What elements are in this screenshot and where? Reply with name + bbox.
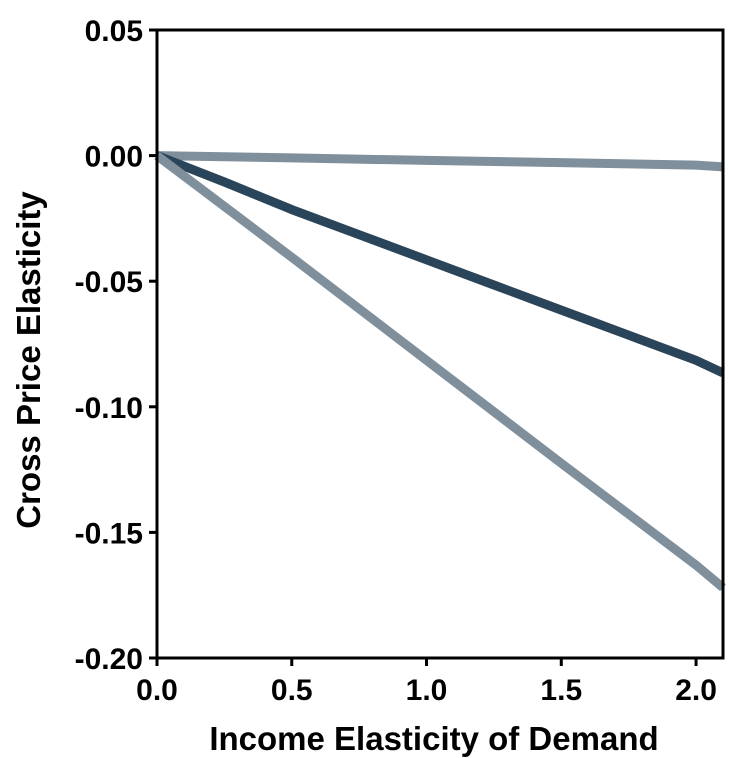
y-tick-label: -0.05 xyxy=(75,266,143,299)
y-tick-label: 0.00 xyxy=(85,141,143,174)
series-line-3 xyxy=(154,152,726,592)
series-layer xyxy=(154,151,726,592)
y-tick-label: -0.10 xyxy=(75,392,143,425)
y-axis: 0.05 0.00 -0.05 -0.10 -0.15 -0.20 xyxy=(75,15,157,676)
x-tick-label: 2.0 xyxy=(675,674,717,707)
x-tick-label: 1.0 xyxy=(406,674,448,707)
y-tick-label: -0.20 xyxy=(75,643,143,676)
plot-frame xyxy=(155,28,725,660)
x-tick-label: 0.5 xyxy=(271,674,313,707)
x-tick-label: 1.5 xyxy=(540,674,582,707)
y-axis-title: Cross Price Elasticity xyxy=(10,191,47,529)
y-tick-label: -0.15 xyxy=(75,517,143,550)
x-tick-label: 0.0 xyxy=(136,674,178,707)
x-axis-title: Income Elasticity of Demand xyxy=(209,720,658,757)
y-tick-label: 0.05 xyxy=(85,15,143,48)
series-line-1 xyxy=(156,151,724,172)
series-line-2 xyxy=(155,151,725,377)
x-axis: 0.0 0.5 1.0 1.5 2.0 xyxy=(136,658,717,707)
